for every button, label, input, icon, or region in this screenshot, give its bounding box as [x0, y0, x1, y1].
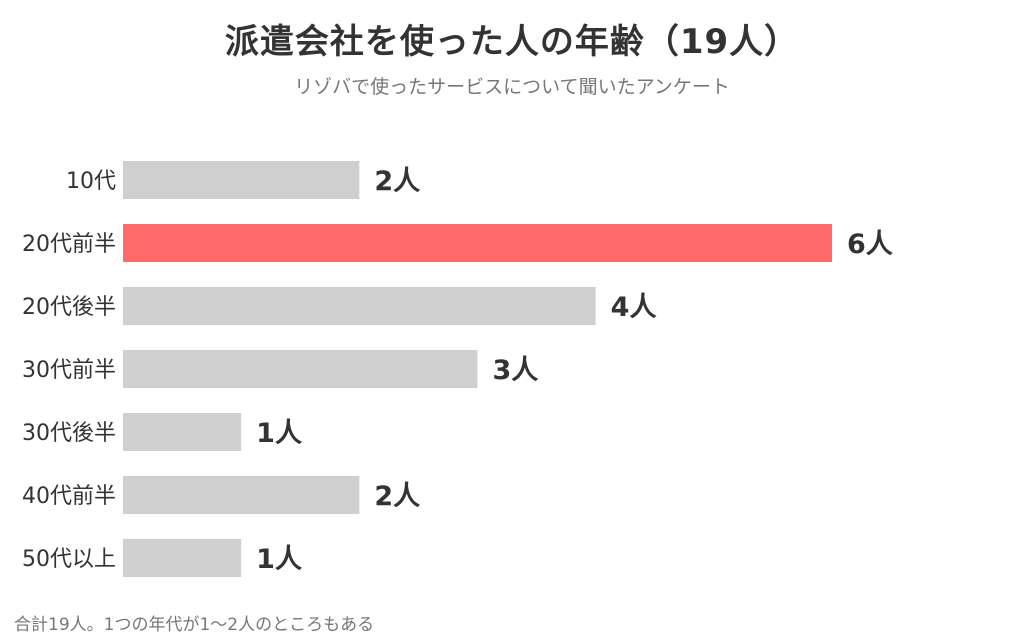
category-label: 20代前半	[22, 232, 116, 257]
chart-subtitle: リゾバで使ったサービスについて聞いたアンケート	[294, 76, 730, 98]
category-label: 10代	[66, 169, 116, 194]
value-label: 1人	[256, 544, 302, 575]
value-label: 1人	[256, 418, 302, 449]
bar	[123, 539, 242, 577]
value-label: 4人	[611, 292, 657, 323]
bar	[123, 287, 596, 325]
chart-footnote: 合計19人。1つの年代が1〜2人のところもある	[14, 615, 375, 635]
bar	[123, 476, 360, 514]
category-label: 40代前半	[22, 484, 116, 509]
bar	[123, 350, 478, 388]
value-label: 2人	[374, 481, 420, 512]
category-label: 30代後半	[22, 421, 116, 446]
value-label: 3人	[493, 355, 539, 386]
category-label: 20代後半	[22, 295, 116, 320]
category-label: 50代以上	[22, 547, 116, 572]
bar	[123, 224, 832, 262]
bar	[123, 161, 360, 199]
value-label: 6人	[847, 229, 893, 260]
bar	[123, 413, 242, 451]
category-label: 30代前半	[22, 358, 116, 383]
value-label: 2人	[374, 166, 420, 197]
chart-title: 派遣会社を使った人の年齢（19人）	[224, 22, 800, 62]
